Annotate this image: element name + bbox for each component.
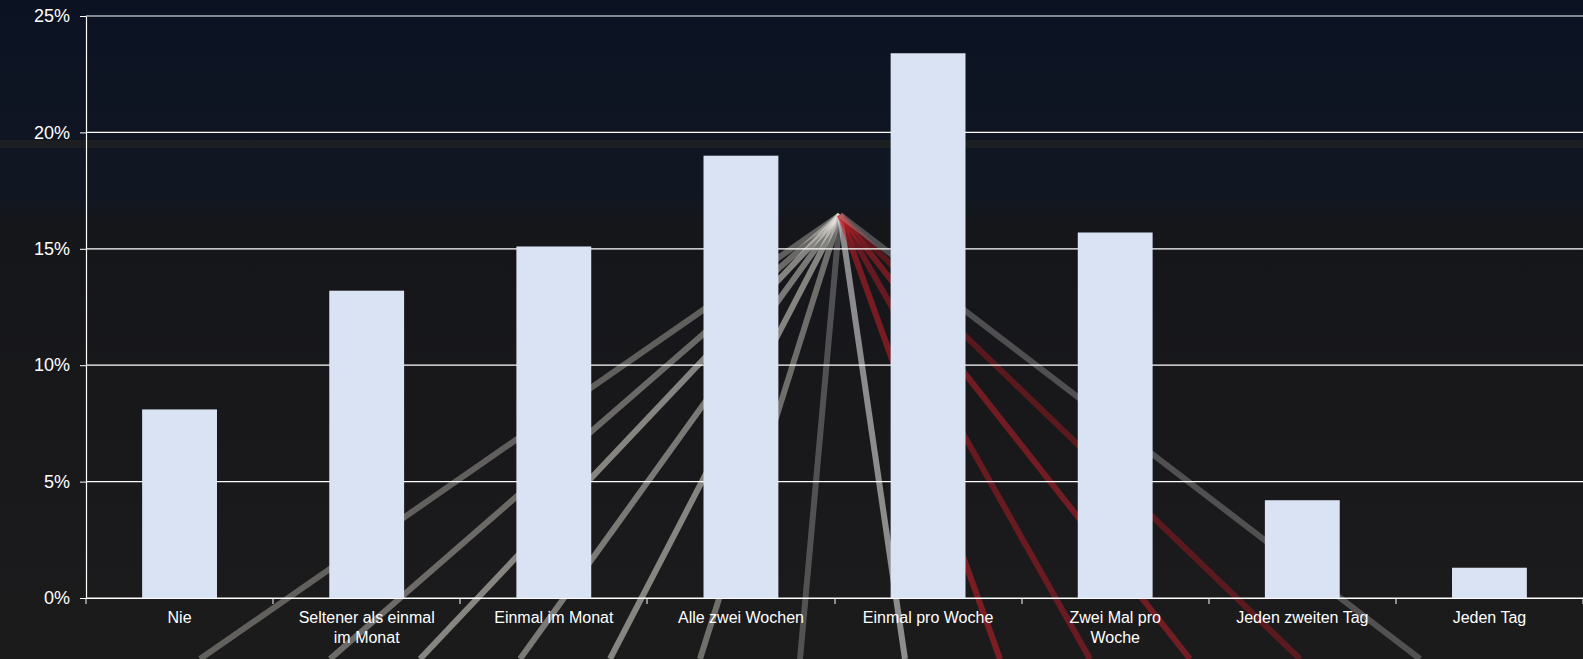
category-separator bbox=[647, 598, 648, 604]
x-tick-label-line: Nie bbox=[168, 609, 192, 626]
category-separator bbox=[1209, 598, 1210, 604]
background bbox=[0, 0, 1583, 659]
y-tick-mark bbox=[80, 365, 86, 366]
y-tick-label: 10% bbox=[34, 355, 70, 375]
x-tick-label: Jeden zweiten Tag bbox=[1236, 609, 1368, 626]
y-axis: 0% 5% 10% 15% 20% 25% bbox=[34, 6, 87, 608]
x-separators bbox=[86, 598, 1583, 604]
x-tick-label-line: Zwei Mal pro bbox=[1069, 609, 1161, 626]
x-axis: Nie Seltener als einmal im Monat Einmal im … bbox=[87, 599, 1583, 646]
bar bbox=[1265, 500, 1340, 598]
category-separator bbox=[273, 598, 274, 604]
y-tick-label: 0% bbox=[44, 588, 70, 608]
y-tick-label: 20% bbox=[34, 123, 70, 143]
light-streak bbox=[800, 215, 840, 659]
x-tick-label: Nie bbox=[168, 609, 192, 626]
x-tick: Jeden zweiten Tag bbox=[1236, 609, 1368, 626]
y-tick: 15% bbox=[34, 239, 86, 259]
grid bbox=[86, 16, 1583, 598]
chart: 0% 5% 10% 15% 20% 25% Nie Seltener als einmal im… bbox=[0, 0, 1583, 659]
bars bbox=[142, 53, 1527, 598]
x-tick: Einmal pro Woche bbox=[863, 609, 994, 626]
x-tick-label-line: Jeden Tag bbox=[1453, 609, 1527, 626]
bar bbox=[142, 409, 217, 598]
x-tick: Seltener als einmal im Monat bbox=[299, 609, 435, 645]
x-tick-label-line: Jeden zweiten Tag bbox=[1236, 609, 1368, 626]
y-tick: 10% bbox=[34, 355, 86, 375]
bar bbox=[329, 291, 404, 598]
y-tick: 5% bbox=[44, 472, 86, 492]
y-tick-mark bbox=[80, 16, 86, 17]
grid-line bbox=[86, 481, 1583, 482]
x-tick-label: Seltener als einmal im Monat bbox=[299, 609, 435, 645]
x-tick-label: Jeden Tag bbox=[1453, 609, 1527, 626]
x-tick-label-line: Einmal im Monat bbox=[494, 609, 614, 626]
y-tick-label: 25% bbox=[34, 6, 70, 26]
y-tick: 25% bbox=[34, 6, 86, 26]
x-tick: Nie bbox=[168, 609, 192, 626]
y-tick-mark bbox=[80, 132, 86, 133]
x-tick-label-line: Einmal pro Woche bbox=[863, 609, 994, 626]
y-tick: 20% bbox=[34, 123, 86, 143]
category-separator bbox=[460, 598, 461, 604]
bar bbox=[1452, 568, 1527, 598]
grid-line bbox=[86, 365, 1583, 366]
grid-line bbox=[86, 132, 1583, 133]
y-axis-line bbox=[86, 17, 87, 599]
x-tick-label: Einmal pro Woche bbox=[863, 609, 994, 626]
x-tick-label: Alle zwei Wochen bbox=[678, 609, 804, 626]
y-tick-label: 5% bbox=[44, 472, 70, 492]
grid-line bbox=[86, 248, 1583, 249]
x-tick: Jeden Tag bbox=[1453, 609, 1527, 626]
bar bbox=[1078, 233, 1153, 598]
x-tick: Alle zwei Wochen bbox=[678, 609, 804, 626]
y-tick-mark bbox=[80, 249, 86, 250]
y-tick-label: 15% bbox=[34, 239, 70, 259]
x-tick-label-line: Woche bbox=[1090, 629, 1140, 646]
y-tick-mark bbox=[80, 482, 86, 483]
y-tick-mark bbox=[80, 598, 86, 599]
x-tick-label: Einmal im Monat bbox=[494, 609, 614, 626]
bar bbox=[516, 246, 591, 598]
bar bbox=[891, 53, 966, 598]
plot: 0% 5% 10% 15% 20% 25% Nie Seltener als einmal im… bbox=[34, 6, 1583, 645]
x-tick-label-line: Seltener als einmal bbox=[299, 609, 435, 626]
category-separator bbox=[1022, 598, 1023, 604]
category-separator bbox=[86, 598, 87, 604]
y-tick: 0% bbox=[44, 588, 86, 608]
category-separator bbox=[1396, 598, 1397, 604]
x-tick-label: Zwei Mal pro Woche bbox=[1069, 609, 1161, 645]
horizon bbox=[0, 140, 1583, 148]
bar bbox=[704, 156, 779, 598]
background-fill bbox=[0, 0, 1583, 659]
x-tick: Einmal im Monat bbox=[494, 609, 614, 626]
x-tick-label-line: Alle zwei Wochen bbox=[678, 609, 804, 626]
category-separator bbox=[835, 598, 836, 604]
grid-line bbox=[86, 15, 1583, 16]
x-tick-label-line: im Monat bbox=[334, 629, 400, 646]
x-tick: Zwei Mal pro Woche bbox=[1069, 609, 1161, 645]
